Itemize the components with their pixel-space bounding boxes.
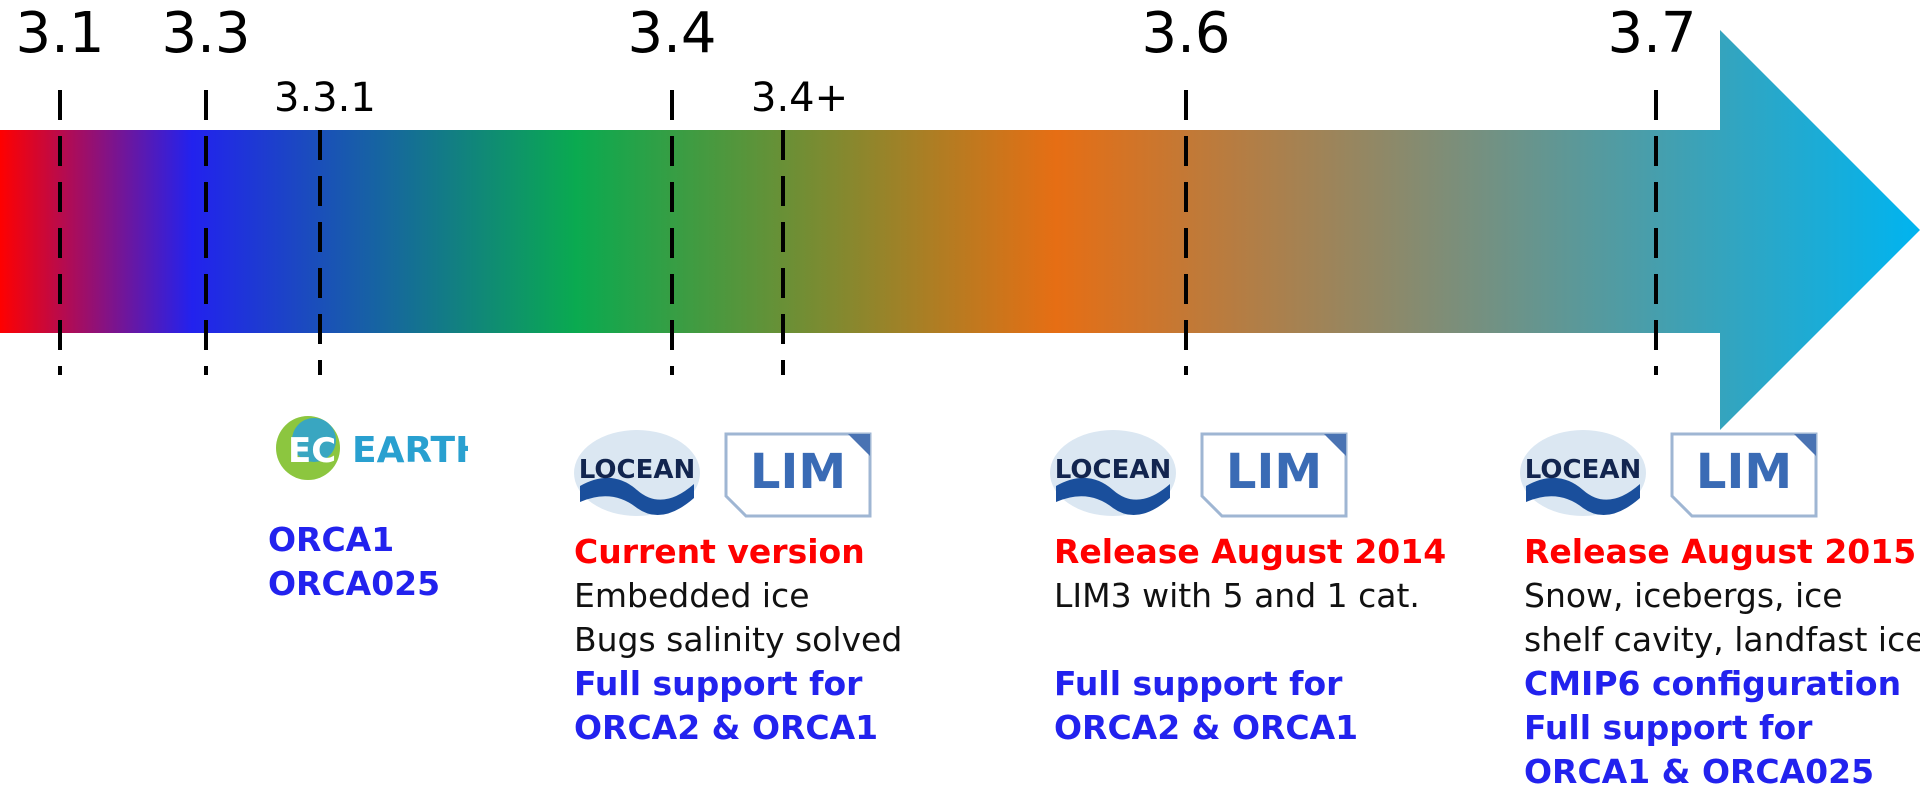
version-label-3-7: 3.7 — [1607, 1, 1697, 66]
locean-logo: LOCEAN — [574, 430, 700, 516]
feature-line: shelf cavity, landfast ice — [1524, 620, 1920, 659]
lim-logo: LIM — [1670, 432, 1818, 518]
feature-line: Snow, icebergs, ice — [1524, 576, 1843, 615]
version-label-3-3-1: 3.3.1 — [274, 75, 376, 121]
column-3-4: Current version Embedded ice Bugs salini… — [574, 530, 902, 750]
svg-text:LIM: LIM — [1696, 444, 1792, 500]
support-line: Full support for — [1524, 708, 1813, 747]
column-3-6: Release August 2014 LIM3 with 5 and 1 ca… — [1054, 530, 1446, 750]
version-label-3-6: 3.6 — [1141, 1, 1231, 66]
status-heading: Release August 2014 — [1054, 532, 1447, 571]
svg-text:LOCEAN: LOCEAN — [1525, 455, 1641, 485]
lim-logo: LIM — [724, 432, 872, 518]
svg-text:LOCEAN: LOCEAN — [1055, 455, 1171, 485]
feature-line: Embedded ice — [574, 576, 810, 615]
support-line: ORCA2 & ORCA1 — [574, 708, 879, 747]
support-line: Full support for — [1054, 664, 1343, 703]
lim-logo: LIM — [1200, 432, 1348, 518]
svg-text:LOCEAN: LOCEAN — [579, 455, 695, 485]
locean-logo: LOCEAN — [1050, 430, 1176, 516]
column-3-7: Release August 2015 Snow, icebergs, ice … — [1524, 530, 1920, 794]
version-label-3-4: 3.4 — [627, 1, 717, 66]
arrow-shape — [0, 30, 1920, 430]
status-heading: Current version — [574, 532, 865, 571]
svg-text:EARTH: EARTH — [352, 430, 468, 471]
support-line: Full support for — [574, 664, 863, 703]
locean-logo: LOCEAN — [1520, 430, 1646, 516]
version-label-3-3: 3.3 — [161, 1, 251, 66]
svg-text:EC: EC — [288, 431, 336, 471]
status-heading: Release August 2015 — [1524, 532, 1917, 571]
ec-earth-line: ORCA1 — [268, 520, 395, 559]
version-label-3-1: 3.1 — [15, 1, 105, 66]
svg-text:LIM: LIM — [1226, 444, 1322, 500]
svg-text:LIM: LIM — [750, 444, 846, 500]
ec-earth-block: ORCA1 ORCA025 — [268, 518, 440, 606]
config-line: CMIP6 configuration — [1524, 664, 1902, 703]
version-label-3-4-plus: 3.4+ — [751, 75, 849, 121]
feature-line: Bugs salinity solved — [574, 620, 903, 659]
feature-line: LIM3 with 5 and 1 cat. — [1054, 576, 1420, 615]
ec-earth-logo: EC EARTH — [276, 416, 468, 480]
ec-earth-line: ORCA025 — [268, 564, 441, 603]
support-line: ORCA2 & ORCA1 — [1054, 708, 1359, 747]
support-line: ORCA1 & ORCA025 — [1524, 752, 1875, 791]
